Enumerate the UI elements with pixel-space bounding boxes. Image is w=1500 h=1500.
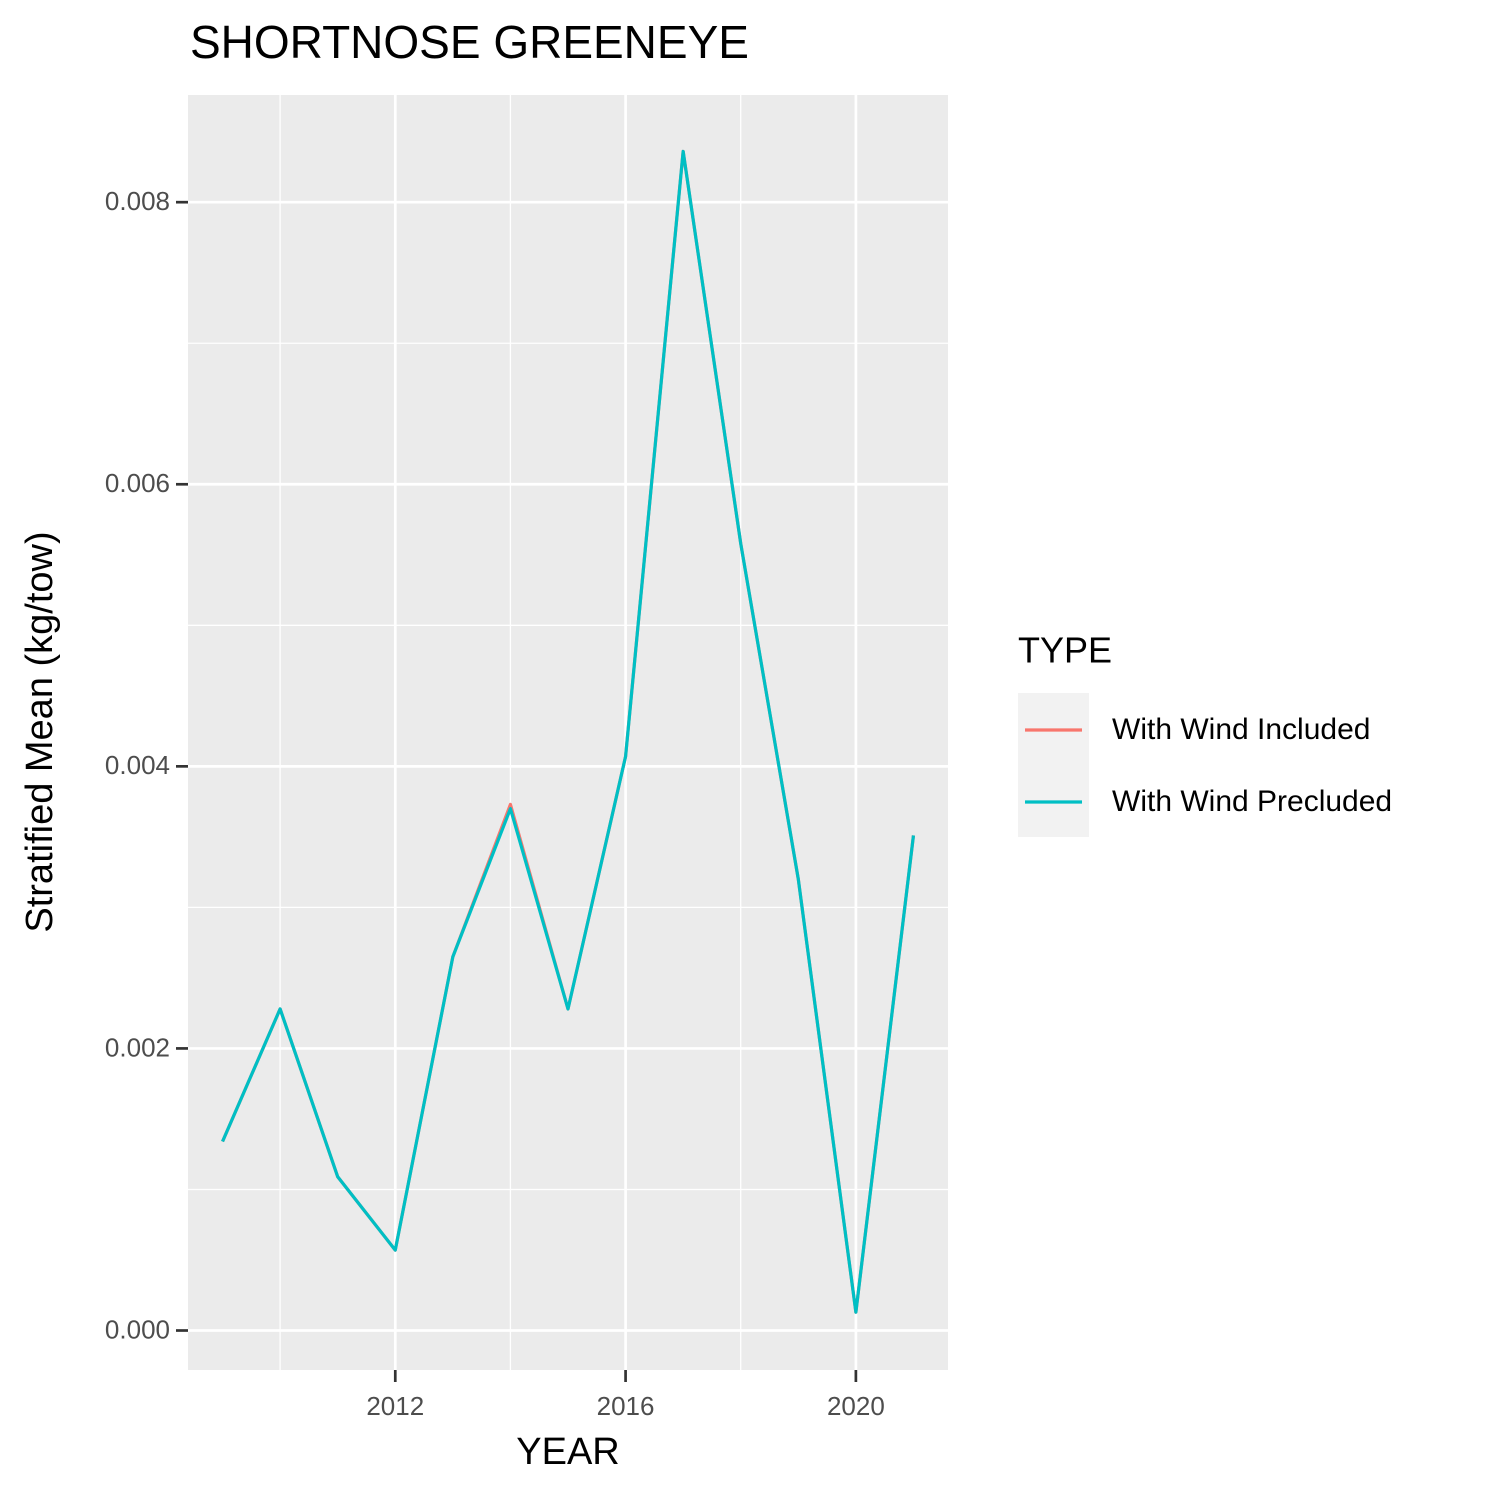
y-tick-label: 0.002: [105, 1032, 170, 1062]
legend-label: With Wind Included: [1112, 713, 1370, 746]
legend-label: With Wind Precluded: [1112, 785, 1392, 818]
y-tick-label: 0.004: [105, 750, 170, 780]
y-tick-label: 0.000: [105, 1314, 170, 1344]
x-tick-label: 2016: [597, 1391, 655, 1421]
y-axis-title: Stratified Mean (kg/tow): [19, 531, 61, 932]
x-tick-label: 2012: [366, 1391, 424, 1421]
plot-panel: [188, 95, 948, 1370]
x-axis-title: YEAR: [516, 1431, 619, 1473]
y-tick-label: 0.008: [105, 186, 170, 216]
legend-title: TYPE: [1018, 630, 1112, 671]
legend-key-background: [1018, 693, 1089, 837]
x-tick-label: 2020: [827, 1391, 885, 1421]
data-line: [221, 149, 916, 1314]
y-tick-label: 0.006: [105, 468, 170, 498]
chart-title: SHORTNOSE GREENEYE: [190, 16, 749, 68]
